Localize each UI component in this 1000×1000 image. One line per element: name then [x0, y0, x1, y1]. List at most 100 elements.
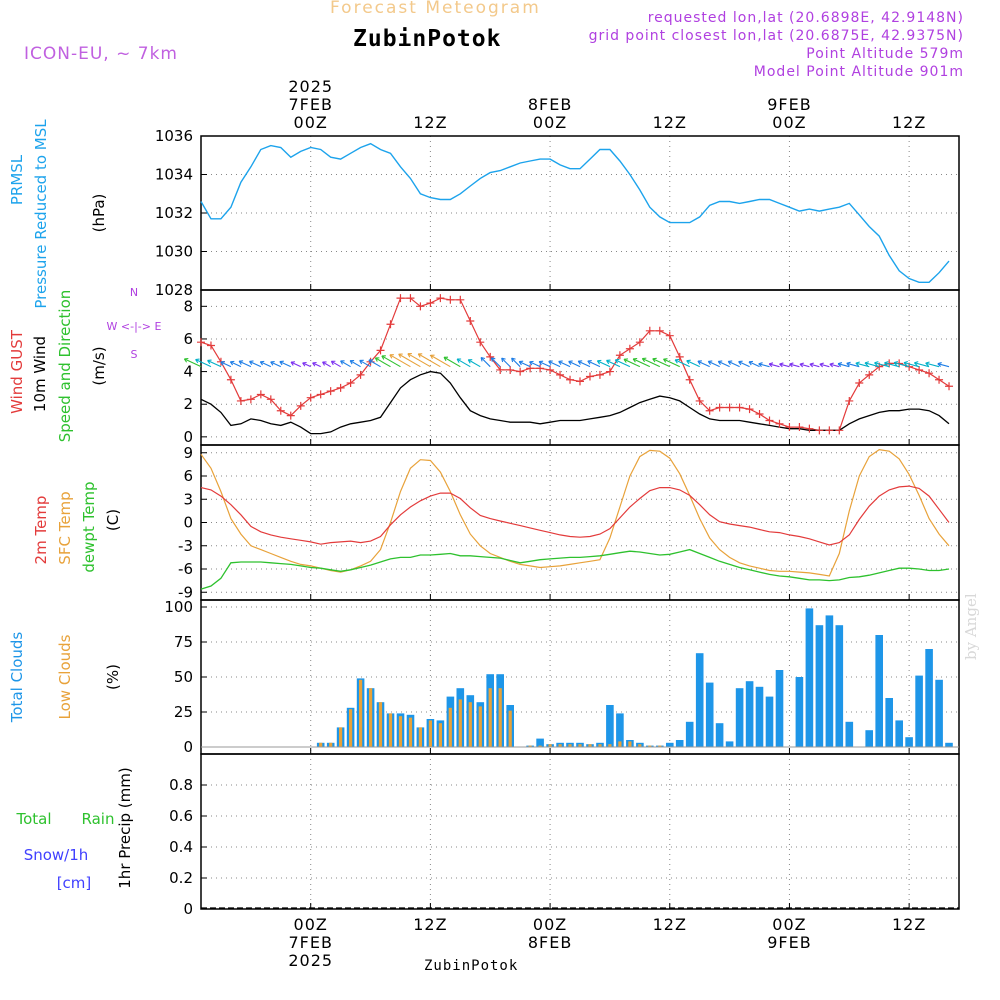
- wind-arrow-head: [302, 361, 307, 367]
- gust-marker: [426, 299, 435, 308]
- total-cloud-bar: [925, 649, 933, 747]
- wind-arrow-head: [518, 360, 524, 366]
- gust-marker: [755, 410, 764, 418]
- gust-marker: [645, 326, 654, 335]
- gust-marker: [805, 424, 814, 433]
- gust-marker: [476, 338, 485, 347]
- y-tick-label: 8: [183, 297, 193, 315]
- low-cloud-bar: [359, 679, 363, 747]
- y-tick-label: 3: [183, 490, 193, 508]
- gust-marker: [446, 295, 455, 304]
- wind-arrow-head: [538, 360, 544, 366]
- gust-marker: [286, 411, 295, 420]
- panel-frame: [200, 444, 960, 601]
- wind-arrow: [207, 359, 222, 368]
- gust-marker: [396, 294, 405, 303]
- panel-pressure: [200, 135, 960, 291]
- clouds-label-low: Low Clouds: [56, 634, 74, 719]
- model-name: ICON-EU, ~ 7km: [24, 44, 178, 64]
- y-tick-label: 1030: [155, 243, 193, 261]
- low-cloud-bar: [638, 744, 642, 747]
- gust-marker: [695, 396, 704, 405]
- wind-arrow: [587, 360, 601, 368]
- wind-arrow: [480, 357, 491, 368]
- wind-arrow-head: [727, 360, 733, 366]
- temp-label-sfc: SFC Temp: [56, 491, 74, 564]
- gust-marker: [705, 406, 714, 415]
- wind-arrow-head: [829, 362, 834, 368]
- wind-arrow: [184, 358, 202, 368]
- top-date-label: 7FEB: [288, 95, 332, 114]
- wind-arrow: [290, 361, 301, 368]
- wind-arrow-head: [864, 361, 869, 367]
- panel-frame: [200, 753, 960, 910]
- wind-arrow-head: [368, 359, 373, 364]
- wind-arrow: [893, 362, 910, 368]
- y-tick-label: 0: [183, 428, 193, 446]
- wind-arrow-head: [748, 360, 754, 366]
- total-cloud-bar: [905, 737, 913, 747]
- wind-arrow: [829, 363, 840, 368]
- total-cloud-bar: [745, 681, 754, 747]
- top-time-label: 00Z: [533, 113, 567, 132]
- y-tick-label: -3: [178, 537, 193, 555]
- wind-arrow-head: [893, 361, 899, 366]
- panel-clouds: [200, 599, 960, 755]
- y-tick-label: 2: [183, 395, 193, 413]
- wind-arrow-head: [663, 358, 668, 363]
- wind-arrow-head: [501, 357, 506, 363]
- wind-arrow: [195, 359, 212, 368]
- total-cloud-bar: [825, 615, 834, 747]
- total-cloud-bar: [705, 682, 714, 747]
- top-time-label: 12Z: [892, 113, 926, 132]
- wind-unit: (m/s): [90, 346, 108, 385]
- wind-arrow: [270, 361, 282, 368]
- y-tick-label: 0: [183, 900, 193, 918]
- y-tick-label: 0.4: [169, 838, 193, 856]
- wind-arrow-head: [340, 360, 345, 365]
- low-cloud-bar: [588, 744, 592, 747]
- model-altitude: Model Point Altitude 901m: [753, 64, 964, 80]
- wind-arrow-head: [577, 360, 583, 365]
- y-tick-label: 25: [174, 703, 193, 721]
- bottom-date-label: 7FEB: [288, 933, 332, 952]
- total-cloud-bar: [755, 686, 764, 747]
- wind-arrow: [302, 362, 311, 368]
- precip-label-snow: Snow/1h: [24, 846, 89, 864]
- wind-arrow-head: [623, 358, 629, 363]
- wind-arrow-head: [641, 357, 647, 363]
- series-dewpt-line: [200, 548, 950, 590]
- low-cloud-bar: [428, 720, 432, 747]
- wind-arrow: [407, 353, 431, 368]
- low-cloud-bar: [448, 707, 452, 747]
- gust-marker: [496, 365, 505, 374]
- wind-arrow-head: [632, 357, 638, 363]
- wind-arrow-head: [652, 357, 657, 363]
- wind-arrow: [758, 363, 770, 368]
- bottom-time-label: 00Z: [772, 915, 806, 934]
- low-cloud-bar: [548, 744, 552, 747]
- y-tick-label: 6: [183, 467, 193, 485]
- low-cloud-bar: [498, 688, 502, 747]
- wind-arrow-head: [443, 356, 449, 362]
- bottom-year-label: 2025: [288, 951, 333, 970]
- low-cloud-bar: [648, 745, 652, 747]
- gust-marker: [556, 370, 565, 379]
- wind-arrow: [568, 360, 581, 368]
- wind-arrow: [490, 357, 501, 368]
- wind-arrow: [864, 362, 880, 368]
- wind-arrow: [663, 358, 680, 368]
- total-cloud-bar: [685, 721, 694, 747]
- series-wind-line: [200, 370, 950, 435]
- temp-unit: (C): [104, 509, 122, 531]
- gust-marker: [765, 416, 774, 425]
- wind-arrow: [597, 360, 611, 368]
- point-altitude: Point Altitude 579m: [806, 46, 964, 62]
- precip-label-rain: Rain: [82, 810, 115, 828]
- gust-marker: [356, 370, 365, 379]
- total-cloud-bar: [695, 653, 704, 747]
- top-date-label: 8FEB: [528, 95, 572, 114]
- gust-marker: [436, 294, 445, 303]
- wind-arrow-head: [290, 361, 296, 366]
